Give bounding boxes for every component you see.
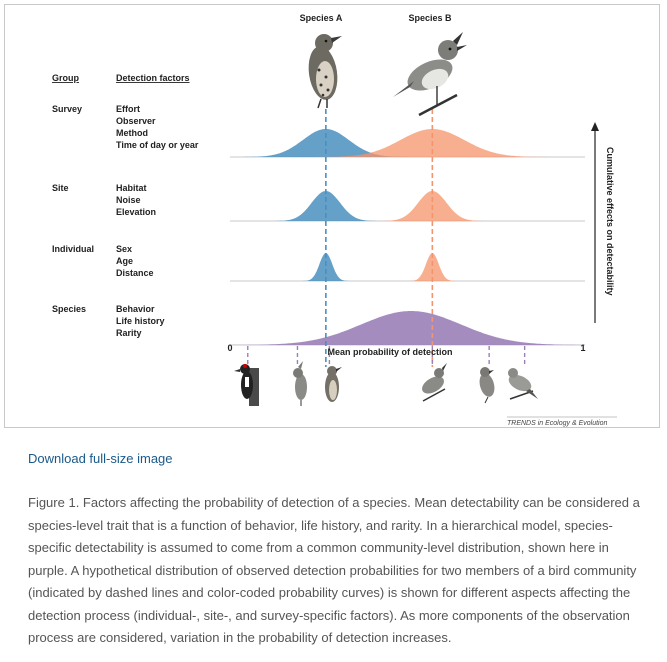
species-b-curve-individual (230, 253, 585, 281)
species-a-label: Species A (300, 13, 343, 23)
group-column-header: Group (52, 73, 79, 83)
axis-label: Mean probability of detection (327, 347, 452, 357)
factor-sex: Sex (116, 244, 132, 254)
species-a-curve-site (230, 191, 585, 221)
factor-habitat: Habitat (116, 183, 147, 193)
species-b-label: Species B (408, 13, 452, 23)
factor-behavior: Behavior (116, 304, 155, 314)
group-label-site: Site (52, 183, 69, 193)
axis-max-label: 1 (580, 343, 585, 353)
factor-rarity: Rarity (116, 328, 142, 338)
species-mean-dashed-lines (325, 109, 434, 367)
species-b-curve-survey (230, 129, 585, 157)
figure-frame: Group Detection factors Species A Specie… (4, 4, 660, 428)
small-thrush-illustration (325, 366, 342, 402)
arrow-head-icon (591, 122, 599, 131)
waxwing-illustration (293, 361, 307, 406)
factor-effort: Effort (116, 104, 140, 114)
journal-credit: TRENDS in Ecology & Evolution (507, 420, 607, 427)
species-a-curve-individual (230, 253, 585, 281)
species-a-thrush-illustration (308, 34, 342, 109)
factor-observer: Observer (116, 116, 156, 126)
small-lark-illustration (422, 363, 447, 402)
download-full-size-link[interactable]: Download full-size image (28, 451, 173, 466)
factor-time-of-day: Time of day or year (116, 140, 199, 150)
species-a-curve-survey (230, 129, 585, 157)
woodpecker-illustration (234, 364, 259, 406)
gnatcatcher-illustration (508, 368, 538, 400)
species-b-curve-site (230, 191, 585, 221)
factor-method: Method (116, 128, 148, 138)
group-label-species: Species (52, 304, 86, 314)
species-b-lark-illustration (393, 32, 467, 117)
cumulative-effects-label: Cumulative effects on detectability (605, 147, 615, 296)
bird-position-ticks (247, 346, 526, 367)
factor-age: Age (116, 256, 133, 266)
group-label-survey: Survey (52, 104, 82, 114)
community-curve-species (230, 311, 585, 345)
detection-factors-column-header: Detection factors (116, 73, 190, 83)
factor-distance: Distance (116, 268, 154, 278)
group-label-individual: Individual (52, 244, 94, 254)
figure-diagram: Group Detection factors Species A Specie… (52, 13, 617, 427)
distribution-curves (230, 129, 585, 346)
sparrow-illustration (479, 367, 495, 404)
factor-elevation: Elevation (116, 207, 156, 217)
factor-life-history: Life history (116, 316, 165, 326)
axis-min-label: 0 (227, 343, 232, 353)
factor-noise: Noise (116, 195, 141, 205)
figure-caption: Figure 1. Factors affecting the probabil… (28, 495, 640, 645)
